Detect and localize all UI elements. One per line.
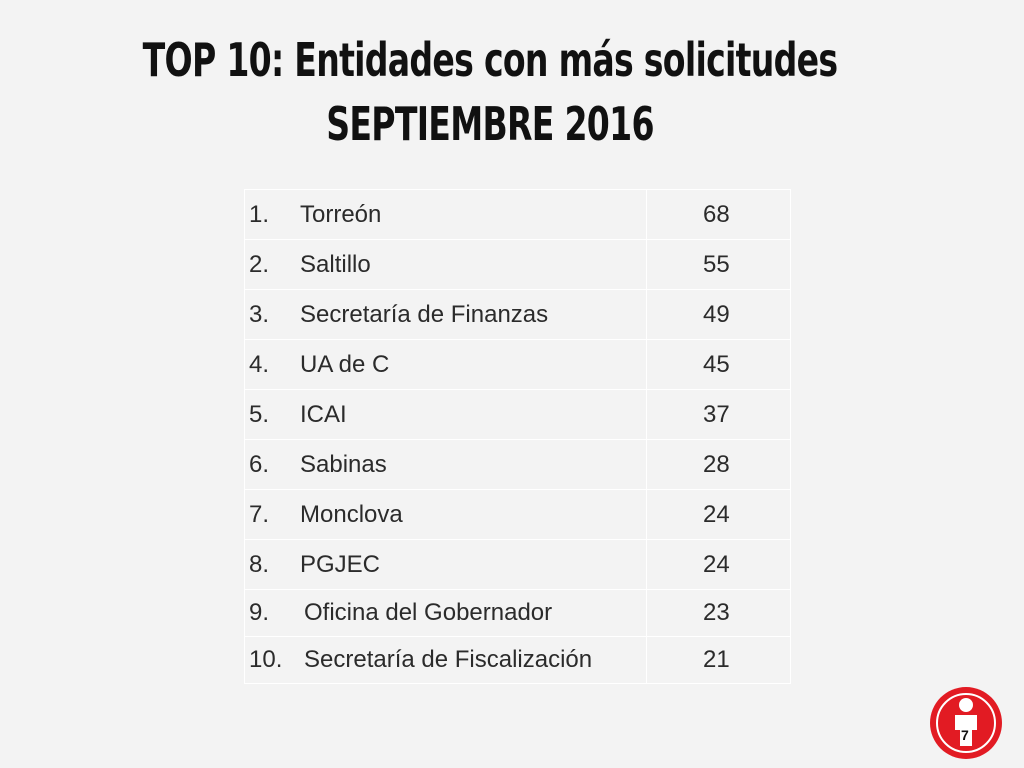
entity-name: Monclova xyxy=(300,500,403,528)
rank-index: 7. xyxy=(249,500,270,528)
count-cell: 49 xyxy=(646,289,791,340)
count-cell: 37 xyxy=(646,389,791,440)
page-number: 7 xyxy=(961,727,969,743)
entity-cell: 6. Sabinas xyxy=(244,439,647,490)
entity-cell: 3. Secretaría de Finanzas xyxy=(244,289,647,340)
rank-index: 10. xyxy=(249,646,283,673)
entity-name: Torreón xyxy=(300,200,382,228)
entity-name: Saltillo xyxy=(300,250,371,278)
table-row: 8. PGJEC 24 xyxy=(244,539,791,590)
count-cell: 68 xyxy=(646,189,791,240)
table-row: 10. Secretaría de Fiscalización 21 xyxy=(244,636,791,684)
count-cell: 28 xyxy=(646,439,791,490)
table-row: 2. Saltillo 55 xyxy=(244,239,791,290)
entity-name: PGJEC xyxy=(300,550,381,578)
count-cell: 24 xyxy=(646,489,791,540)
entity-cell: 9. Oficina del Gobernador xyxy=(244,589,647,637)
entity-name: Oficina del Gobernador xyxy=(304,599,553,626)
table-row: 1. Torreón 68 xyxy=(244,189,791,240)
entity-cell: 2. Saltillo xyxy=(244,239,647,290)
rank-index: 6. xyxy=(249,450,270,478)
entity-name: Secretaría de Fiscalización xyxy=(304,646,593,673)
rank-index: 9. xyxy=(249,599,270,626)
ranking-table: 1. Torreón 68 2. Saltillo 55 3. Secretaría … xyxy=(244,189,791,684)
table-row: 4. UA de C 45 xyxy=(244,339,791,390)
entity-cell: 1. Torreón xyxy=(244,189,647,240)
entity-name: Sabinas xyxy=(300,450,387,478)
count-cell: 55 xyxy=(646,239,791,290)
count-cell: 45 xyxy=(646,339,791,390)
entity-cell: 7. Monclova xyxy=(244,489,647,540)
rank-index: 5. xyxy=(249,400,270,428)
entity-cell: 4. UA de C xyxy=(244,339,647,390)
table-row: 7. Monclova 24 xyxy=(244,489,791,540)
rank-index: 2. xyxy=(249,250,270,278)
entity-cell: 8. PGJEC xyxy=(244,539,647,590)
entity-name: UA de C xyxy=(300,350,390,378)
rank-index: 1. xyxy=(249,200,270,228)
count-cell: 24 xyxy=(646,539,791,590)
rank-index: 8. xyxy=(249,550,270,578)
slide-title: TOP 10: Entidades con más solicitudes SE… xyxy=(137,28,843,156)
count-cell: 21 xyxy=(646,636,791,684)
title-line-1: TOP 10: Entidades con más solicitudes xyxy=(142,33,838,87)
title-line-2: SEPTIEMBRE 2016 xyxy=(326,97,654,151)
info-person-icon xyxy=(930,687,1002,759)
entity-cell: 5. ICAI xyxy=(244,389,647,440)
table-row: 6. Sabinas 28 xyxy=(244,439,791,490)
table-row: 5. ICAI 37 xyxy=(244,389,791,440)
entity-cell: 10. Secretaría de Fiscalización xyxy=(244,636,647,684)
count-cell: 23 xyxy=(646,589,791,637)
entity-name: Secretaría de Finanzas xyxy=(300,300,549,328)
rank-index: 3. xyxy=(249,300,270,328)
table-row: 9. Oficina del Gobernador 23 xyxy=(244,589,791,637)
rank-index: 4. xyxy=(249,350,270,378)
table-row: 3. Secretaría de Finanzas 49 xyxy=(244,289,791,340)
entity-name: ICAI xyxy=(300,400,347,428)
